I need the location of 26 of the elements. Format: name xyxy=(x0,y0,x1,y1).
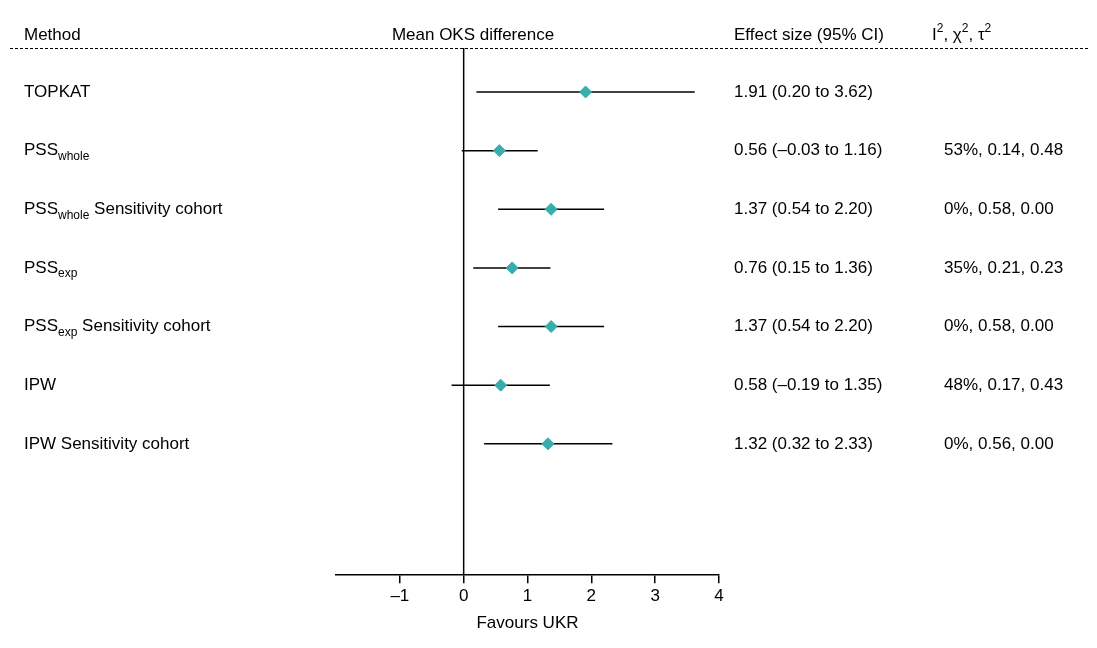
x-tick-label: 4 xyxy=(714,586,724,606)
text: 1.32 (0.32 to 2.33) xyxy=(734,433,873,453)
text: Effect size (95% CI) xyxy=(734,24,884,44)
text: 1.91 (0.20 to 3.62) xyxy=(734,81,873,101)
text: 0.76 (0.15 to 1.36) xyxy=(734,257,873,277)
text: 35%, 0.21, 0.23 xyxy=(944,257,1064,277)
x-axis-title: Favours UKR xyxy=(476,613,579,633)
text: 48%, 0.17, 0.43 xyxy=(944,374,1064,394)
text: 1.37 (0.54 to 2.20) xyxy=(734,198,873,218)
x-tick-label: 0 xyxy=(458,586,469,606)
chart-title: Mean OKS difference xyxy=(391,24,555,44)
text: 0%, 0.56, 0.00 xyxy=(944,433,1054,453)
text: 0.58 (–0.19 to 1.35) xyxy=(734,374,883,394)
y-tick-label: IPW Sensitivity cohort xyxy=(24,433,190,453)
text: 0.56 (–0.03 to 1.16) xyxy=(734,140,883,160)
text: 53%, 0.14, 0.48 xyxy=(944,140,1064,160)
x-tick-label: 2 xyxy=(586,586,597,606)
text: 1.37 (0.54 to 2.20) xyxy=(734,316,873,336)
text: 0%, 0.58, 0.00 xyxy=(944,198,1054,218)
x-tick-label: 1 xyxy=(522,586,533,606)
x-tick-label: –1 xyxy=(390,586,410,606)
y-tick-label: TOPKAT xyxy=(24,81,91,101)
x-tick-label: 3 xyxy=(650,586,660,606)
text: 0%, 0.58, 0.00 xyxy=(944,316,1054,336)
y-tick-label: IPW xyxy=(24,374,57,394)
text: Method xyxy=(24,24,81,44)
